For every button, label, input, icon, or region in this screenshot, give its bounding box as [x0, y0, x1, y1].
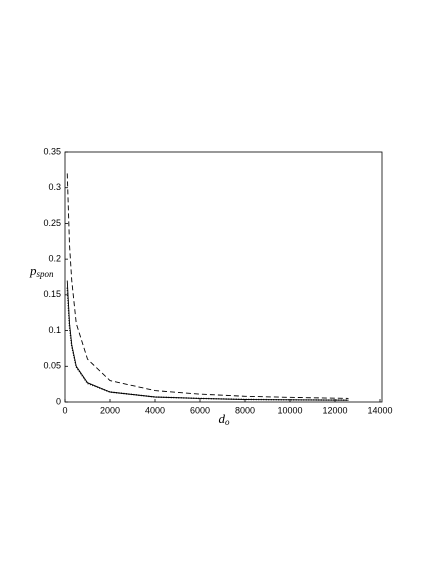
y-label-sub: spon: [37, 269, 55, 279]
y-label-main: p: [29, 263, 37, 278]
line-series: [66, 287, 349, 401]
x-tick-label: 6000: [190, 405, 210, 415]
y-tick-label: 0.25: [43, 218, 61, 228]
y-tick-label: 0.1: [48, 325, 61, 335]
line-series: [66, 280, 349, 401]
x-tick-label: 0: [62, 405, 67, 415]
x-label-main: d: [219, 411, 226, 426]
x-tick-label: 4000: [145, 405, 165, 415]
x-tick-label: 10000: [277, 405, 302, 415]
line-series: [66, 173, 349, 399]
x-tick-label: 14000: [367, 405, 392, 415]
y-tick-label: 0.15: [43, 289, 61, 299]
x-tick-label: 8000: [235, 405, 255, 415]
x-axis-label: do: [219, 411, 231, 427]
x-tick-label: 12000: [322, 405, 347, 415]
y-tick-label: 0.3: [48, 182, 61, 192]
y-tick-label: 0.35: [43, 146, 61, 156]
x-label-sub: o: [225, 417, 230, 427]
plot-frame: [64, 151, 383, 403]
y-tick-label: 0: [56, 396, 61, 406]
y-tick-label: 0.2: [48, 254, 61, 264]
x-tick-label: 2000: [100, 405, 120, 415]
y-axis-label: pspon: [29, 263, 54, 279]
y-tick-label: 0.05: [43, 361, 61, 371]
